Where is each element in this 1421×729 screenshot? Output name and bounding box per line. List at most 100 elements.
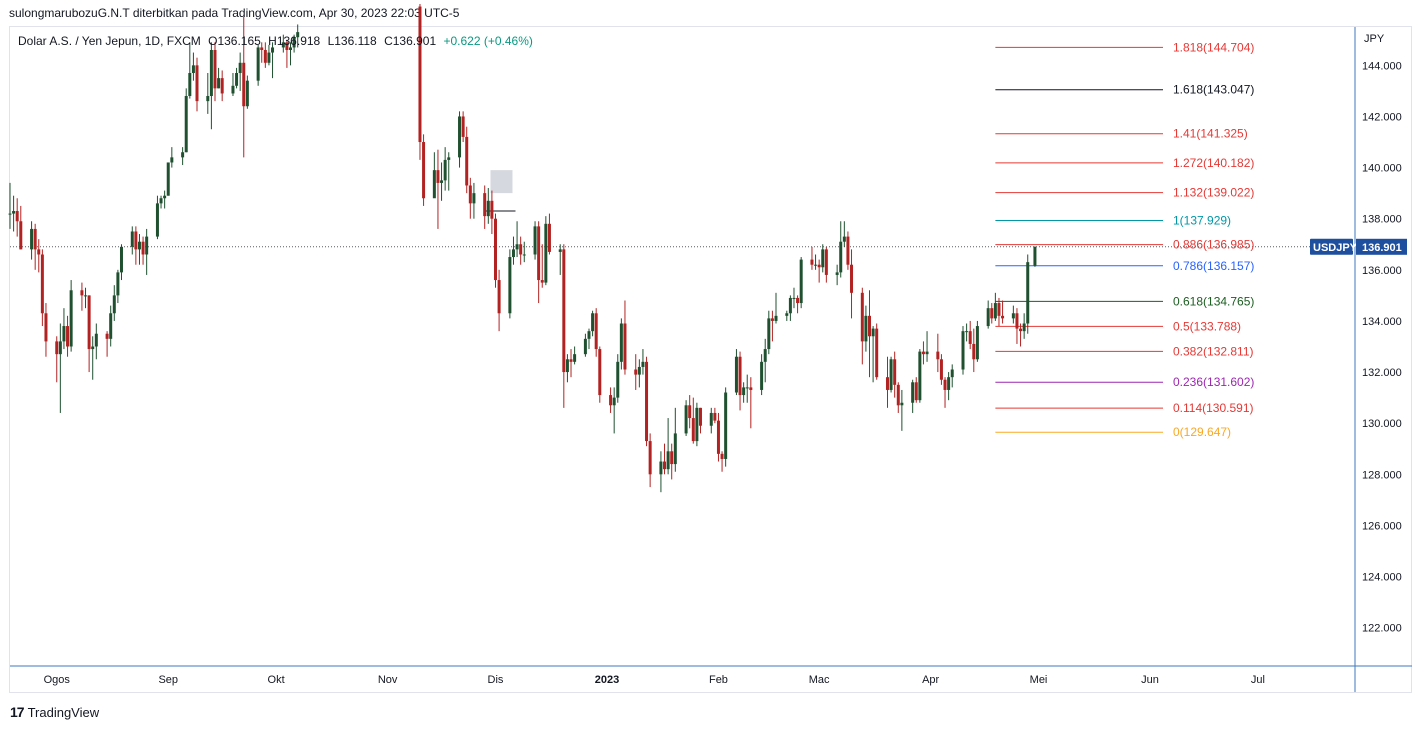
candle-body: [691, 418, 695, 442]
candle-body: [792, 297, 796, 299]
candle-body: [105, 333, 109, 339]
candle-body: [871, 328, 875, 337]
candle-body: [663, 461, 667, 470]
fib-level-label: 1.41(141.325): [1173, 127, 1248, 141]
candle-body: [645, 361, 649, 442]
candle-body: [612, 397, 616, 406]
candle-body: [594, 313, 598, 350]
candle-body: [58, 341, 62, 355]
fib-level-label: 1(137.929): [1173, 214, 1231, 228]
candle-body: [885, 377, 889, 390]
candle-body: [19, 221, 23, 250]
candle-body: [835, 272, 839, 275]
legend-change: +0.622 (+0.46%): [443, 34, 533, 48]
candle-body: [418, 6, 422, 143]
candle-body: [720, 453, 724, 459]
x-tick-label: Mei: [1030, 674, 1048, 686]
candle-body: [774, 315, 778, 321]
price-label-symbol-bg: [1310, 238, 1353, 255]
legend-high: H136.918: [268, 34, 321, 48]
candle-body: [422, 142, 426, 199]
candle-body: [537, 226, 541, 281]
candle-body: [569, 359, 573, 362]
candle-body: [91, 346, 95, 350]
candle-body: [770, 318, 774, 321]
candle-body: [134, 231, 138, 250]
user-drawings: [485, 170, 516, 212]
candle-body: [990, 308, 994, 319]
candle-body: [166, 162, 170, 196]
candle-body: [950, 369, 954, 378]
candle-body: [195, 65, 199, 102]
y-tick-label: 138.000: [1362, 214, 1402, 226]
candle-body: [231, 85, 235, 94]
candle-body: [472, 193, 476, 204]
candle-body: [483, 193, 487, 217]
candle-body: [573, 354, 577, 362]
candle-body: [993, 303, 997, 319]
candle-body: [220, 78, 224, 94]
candle-body: [688, 405, 692, 419]
time-axis[interactable]: Ogos Sep Okt Nov Dis 2023 Feb Mac Apr Mei Jun Jul: [10, 665, 1412, 686]
candle-body: [235, 73, 239, 86]
candle-body: [817, 264, 821, 268]
footer-brand[interactable]: 17 TradingView: [10, 704, 99, 720]
candle-body: [12, 211, 16, 214]
candle-body: [889, 359, 893, 390]
candle-body: [493, 218, 497, 281]
y-tick-label: 130.000: [1362, 418, 1402, 430]
candle-body: [289, 47, 293, 51]
candle-body: [44, 313, 48, 342]
x-tick-label: Nov: [378, 674, 398, 686]
candle-body: [461, 116, 465, 137]
candle-body: [846, 236, 850, 265]
price-axis[interactable]: 122.000 124.000 126.000 128.000 130.000 132.0…: [1354, 27, 1402, 692]
candle-body: [440, 180, 444, 183]
candle-body: [616, 361, 620, 398]
candle-body: [810, 259, 814, 265]
candle-body: [713, 412, 717, 421]
candle-body: [558, 249, 562, 252]
candle-body: [583, 338, 587, 355]
candle-body: [94, 333, 98, 347]
fibonacci-levels[interactable]: 1.818(144.704) 1.618(143.047) 1.41(141.325…: [995, 40, 1254, 439]
candle-body: [69, 290, 73, 347]
x-tick-label: Ogos: [44, 674, 71, 686]
candle-body: [749, 387, 753, 390]
legend-symbol[interactable]: Dolar A.S. / Yen Jepun, 1D, FXCM: [18, 34, 201, 48]
candle-body: [497, 280, 501, 314]
candle-body: [540, 280, 544, 283]
candle-body: [1001, 315, 1005, 319]
candle-body: [1019, 328, 1023, 332]
candle-body: [267, 52, 271, 63]
candle-body: [87, 295, 91, 350]
candle-body: [206, 96, 210, 102]
candle-body: [490, 200, 494, 219]
candle-body: [637, 366, 641, 375]
symbol-legend: Dolar A.S. / Yen Jepun, 1D, FXCM O136.16…: [18, 34, 537, 48]
candle-body: [271, 47, 275, 53]
candle-body: [245, 80, 249, 107]
y-tick-label: 136.000: [1362, 265, 1402, 277]
candle-body: [465, 136, 469, 186]
candle-body: [217, 78, 221, 89]
candle-body: [684, 405, 688, 434]
candle-body: [508, 257, 512, 314]
currency-label: JPY: [1364, 33, 1385, 45]
x-tick-label: Jun: [1141, 674, 1159, 686]
fib-level-label: 1.818(144.704): [1173, 40, 1254, 54]
candle-body: [943, 379, 947, 390]
candle-body: [432, 170, 436, 199]
candle-body: [968, 331, 972, 344]
candle-body: [1022, 323, 1026, 332]
candle-body: [788, 297, 792, 314]
x-tick-label: Sep: [158, 674, 178, 686]
candle-body: [896, 384, 900, 406]
candle-body: [900, 402, 904, 406]
candle-body: [975, 326, 979, 360]
candle-body: [724, 392, 728, 459]
candle-body: [767, 318, 771, 350]
candle-body: [864, 315, 868, 342]
candle-body: [875, 328, 879, 378]
